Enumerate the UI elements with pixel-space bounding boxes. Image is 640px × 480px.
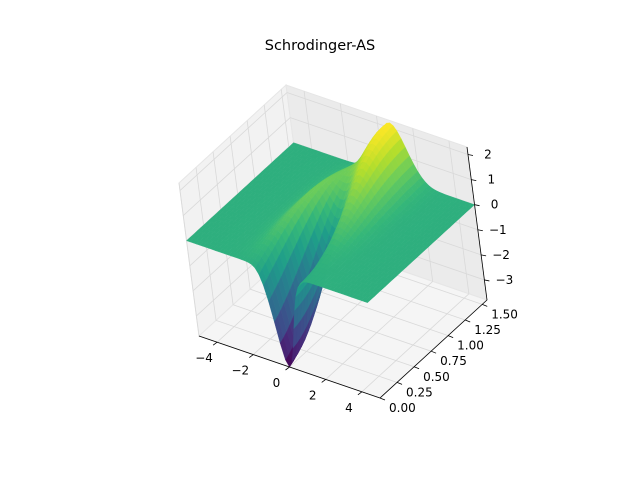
x-tick-mark — [321, 379, 326, 383]
y-tick-mark — [413, 366, 420, 370]
y-tick-mark — [482, 303, 488, 307]
x-axis-ticks: −4 −2 0 2 4 — [195, 341, 363, 415]
grid-line-y-floor — [215, 320, 398, 383]
y-tick-label: 1.00 — [457, 339, 484, 353]
y-tick-label: 0.25 — [406, 385, 433, 399]
x-tick-label: −4 — [195, 351, 213, 365]
grid-line-z-wall — [182, 117, 291, 216]
x-tick-label: 0 — [273, 376, 281, 390]
surface-facet — [363, 298, 372, 303]
z-axis-line — [466, 146, 488, 301]
grid-line-z-back — [286, 92, 469, 155]
y-tick-mark — [448, 335, 454, 338]
y-tick-mark — [396, 382, 403, 385]
x-tick-mark — [249, 354, 254, 358]
y-tick-label: 0.00 — [389, 401, 416, 415]
grid-line-x-floor — [361, 293, 470, 393]
grid-line-y-wall — [178, 182, 200, 337]
z-tick-label: 0 — [491, 198, 499, 212]
y-tick-label: 0.75 — [440, 354, 467, 368]
y-tick-label: 1.50 — [491, 307, 518, 321]
z-tick-mark — [467, 154, 474, 156]
z-tick-label: −2 — [492, 248, 510, 262]
z-tick-mark — [484, 279, 490, 282]
z-tick-mark — [481, 254, 487, 257]
z-tick-label: 2 — [484, 148, 492, 162]
y-tick-label: 0.50 — [423, 370, 450, 384]
z-tick-label: 1 — [487, 173, 495, 187]
y-tick-mark — [465, 319, 471, 323]
grid-line-z-wall — [179, 92, 288, 191]
z-axis-ticks: −3 −2 −1 0 1 2 — [467, 148, 514, 287]
y-axis-line — [379, 299, 488, 399]
y-axis-ticks: 0.00 0.250.50 0.751.00 1.25 1.50 — [379, 303, 518, 415]
grid-line-x-floor — [325, 281, 433, 380]
x-tick-label: −2 — [231, 364, 249, 378]
z-tick-mark — [477, 229, 483, 232]
y-tick-label: 1.25 — [474, 323, 501, 337]
z-tick-mark — [471, 179, 477, 181]
chart-title: Schrodinger-AS — [265, 38, 376, 54]
x-tick-label: 4 — [345, 401, 353, 415]
z-tick-mark — [474, 204, 480, 207]
x-tick-mark — [357, 391, 363, 396]
surface-plot — [186, 122, 475, 368]
z-tick-label: −3 — [496, 273, 514, 287]
grid-line-y-floor — [232, 304, 415, 368]
x-tick-mark — [285, 366, 290, 371]
x-tick-label: 2 — [309, 388, 317, 402]
y-tick-mark — [430, 350, 437, 354]
y-tick-mark — [379, 397, 386, 401]
x-tick-mark — [212, 341, 218, 346]
z-tick-label: −1 — [489, 223, 507, 237]
